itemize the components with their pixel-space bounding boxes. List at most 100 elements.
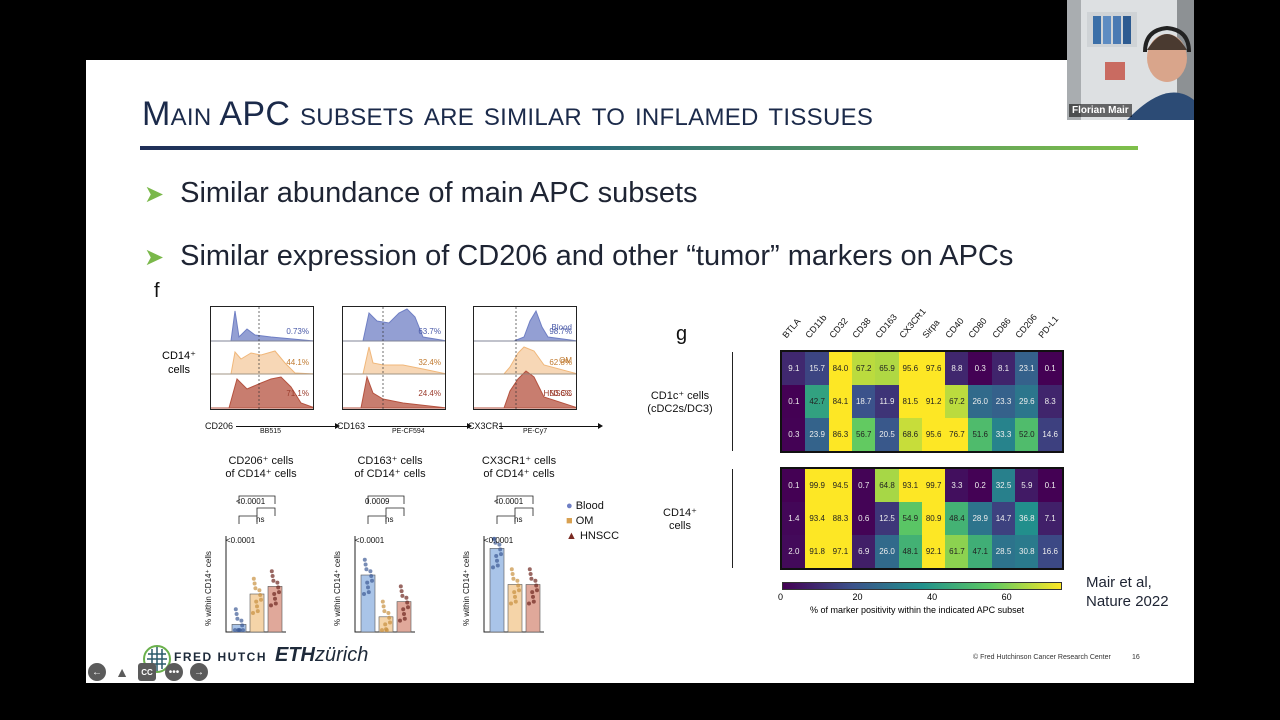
legend-blood: ● Blood: [566, 500, 604, 512]
heatmap-cell: 14.6: [1038, 418, 1062, 452]
dotplot-point: [258, 592, 263, 597]
heatmap-cell: 36.8: [1015, 502, 1039, 536]
histogram-marker-label: CX3CR1: [468, 421, 504, 431]
heatmap-cell: 1.4: [782, 502, 806, 536]
dotplot-point: [382, 609, 387, 614]
dotplot-point: [251, 576, 256, 581]
heatmap-cell: 5.9: [1015, 469, 1039, 503]
dotplot-point: [491, 565, 495, 570]
dotplot-point: [510, 572, 515, 577]
dotplot-point: [530, 590, 535, 595]
colorbar-tick-label: 20: [852, 592, 863, 602]
colorbar-tick-label: 0: [778, 592, 784, 602]
heatmap-cell: 48.4: [945, 502, 969, 536]
prev-slide-button[interactable]: ←: [88, 663, 106, 681]
heatmap-cell: 42.7: [805, 385, 829, 419]
heatmap-cell: 68.6: [898, 418, 923, 452]
dotplot-point: [370, 578, 374, 583]
heatmap-column-label: CD206: [1013, 312, 1040, 340]
heatmap-group-label-1: CD14⁺: [663, 507, 697, 519]
heatmap-cell: 88.3: [828, 502, 853, 536]
dotplot-title-line-1: CD163⁺ cells: [357, 455, 423, 467]
heatmap-cell: 93.4: [805, 502, 829, 536]
heatmap-column-label: CD32: [826, 315, 850, 340]
histogram-om: [211, 350, 313, 375]
heatmap-cell: 91.2: [921, 385, 946, 419]
dotplot-point: [233, 607, 238, 612]
eth-zurich-logo: ETHzürich: [275, 644, 368, 667]
histogram-cx3cr1: 98.7% 62.8% 50.6% Blood OM HNSCC: [473, 306, 577, 410]
histogram-legend-label: OM: [559, 356, 572, 365]
histogram-axis-arrow: [368, 423, 472, 429]
cc-icon: CC: [141, 667, 153, 677]
citation: Mair et al, Nature 2022: [1086, 573, 1169, 611]
flow-row-label-2: cells: [167, 364, 190, 376]
panel-letter-g: g: [676, 323, 688, 345]
heatmap-cell: 0.1: [782, 469, 806, 503]
next-slide-button[interactable]: →: [190, 663, 208, 681]
dotplot-point: [362, 592, 366, 596]
heatmap-cell: 23.3: [991, 385, 1016, 419]
dotplot-point: [398, 584, 403, 589]
heatmap-cell: 23.1: [1015, 352, 1039, 386]
dotplot-point: [381, 604, 386, 609]
pointer-button[interactable]: ▲: [113, 663, 131, 681]
histogram-percentage: 44.1%: [286, 358, 309, 367]
dotplot-point: [529, 576, 534, 581]
significance-label: <0.0001: [355, 536, 385, 545]
dotplot-point: [513, 594, 517, 599]
heatmap-cell: 97.6: [921, 352, 946, 386]
dotplot-point: [364, 567, 369, 572]
dotplot-point: [368, 569, 373, 574]
slide: Main APC subsets are similar to inflamed…: [86, 60, 1194, 683]
histogram-hnscc: [211, 376, 313, 409]
dotplot-point: [534, 583, 539, 588]
dotplot-point: [528, 572, 533, 577]
more-options-button[interactable]: •••: [165, 663, 183, 681]
heatmap-cell: 28.9: [968, 502, 993, 536]
heatmap-cell: 0.7: [851, 469, 876, 503]
dotplot-point: [254, 599, 259, 604]
histogram-legend-label: Blood: [551, 323, 572, 332]
histogram-fluorochrome-label: PE-CF594: [392, 428, 425, 435]
heatmap-cell: 26.0: [968, 385, 993, 419]
dotplot-point: [531, 594, 535, 599]
histogram-percentage: 98.7%: [549, 327, 572, 336]
heatmap-cell: 18.7: [851, 385, 876, 419]
heatmap-cell: 14.7: [991, 502, 1016, 536]
heatmap-group-label-1: CD1c⁺ cells: [650, 390, 710, 402]
dotplot-point: [366, 585, 370, 590]
dotplot-point: [405, 600, 410, 605]
dotplot-bar: [507, 584, 523, 633]
heatmap-cell: 94.5: [828, 469, 853, 503]
heatmap-column-label: Sirpa: [920, 317, 942, 340]
dotplot-point: [259, 597, 263, 602]
dotplot-point: [406, 605, 410, 610]
significance-label: <0.0001: [226, 536, 256, 545]
dotplot-point: [277, 590, 281, 595]
significance-label: <0.0001: [236, 497, 266, 506]
dotplot-point: [255, 604, 259, 609]
heatmap-cell: 30.8: [1015, 535, 1039, 569]
next-icon: →: [194, 666, 204, 678]
histogram-marker-label: CD163: [337, 421, 366, 431]
fred-hutch-logo-icon: [143, 645, 171, 673]
heatmap-cell: 84.0: [828, 352, 853, 386]
dotplot-point: [400, 593, 405, 598]
dotplot-point: [387, 615, 392, 620]
histogram-fluorochrome-label: BB515: [260, 428, 282, 435]
histogram-percentage: 62.8%: [549, 358, 572, 367]
captions-button[interactable]: CC: [138, 663, 156, 681]
heatmap-cell: 0.6: [851, 502, 876, 536]
dotplot-title-line-2: of CD14⁺ cells: [354, 468, 426, 480]
dotplot-point: [512, 590, 517, 595]
dotplot-point: [498, 547, 503, 552]
dotplot-title: CD163⁺ cells of CD14⁺ cells: [335, 455, 445, 481]
dotplot-point: [386, 611, 391, 615]
histogram-hnscc: [474, 370, 576, 409]
bullet-1: ➤ Similar abundance of main APC subsets: [144, 177, 698, 210]
heatmap-cell: 84.1: [828, 385, 853, 419]
dotplot-point: [276, 585, 281, 590]
histogram-blood: [211, 310, 313, 342]
heatmap-column-label: CD11b: [803, 312, 829, 340]
